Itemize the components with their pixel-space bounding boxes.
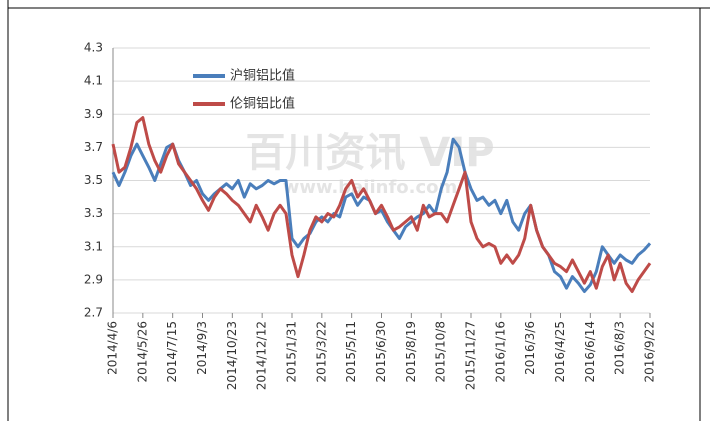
x-tick-label: 2014/10/23	[225, 321, 239, 390]
x-tick-label: 2015/10/8	[434, 321, 448, 383]
y-tick-label: 4.3	[84, 41, 103, 55]
y-tick-label: 2.9	[84, 272, 103, 286]
y-tick-label: 3.1	[84, 239, 103, 253]
x-tick-label: 2015/3/22	[314, 321, 328, 383]
y-tick-label: 3.7	[84, 140, 103, 154]
y-tick-label: 3.3	[84, 206, 103, 220]
x-tick-label: 2016/6/14	[583, 321, 597, 383]
x-tick-label: 2014/7/15	[165, 321, 179, 383]
series-line	[111, 137, 652, 293]
x-tick-label: 2014/4/6	[106, 321, 120, 375]
y-tick-label: 3.5	[84, 173, 103, 187]
x-tick-label: 2015/8/19	[404, 321, 418, 383]
x-tick-label: 2015/1/31	[285, 321, 299, 383]
y-tick-label: 3.9	[84, 107, 103, 121]
x-tick-label: 2016/8/3	[613, 321, 627, 375]
series-line	[111, 116, 652, 293]
y-tick-label: 2.7	[84, 306, 103, 320]
x-tick-label: 2014/9/3	[195, 321, 209, 375]
x-tick-label: 2014/12/12	[255, 321, 269, 390]
x-tick-label: 2016/4/25	[553, 321, 567, 383]
x-tick-label: 2015/11/27	[464, 321, 478, 390]
watermark-url: www.baiinfo.com	[283, 177, 458, 198]
x-tick-label: 2015/6/30	[374, 321, 388, 383]
watermark: 百川资讯 VIP	[245, 130, 494, 176]
x-tick-label: 2016/1/16	[493, 321, 507, 383]
legend-label: 沪铜铝比值	[230, 68, 295, 84]
x-tick-label: 2016/3/6	[523, 321, 537, 375]
x-tick-label: 2016/9/22	[643, 321, 657, 383]
x-tick-label: 2014/5/26	[135, 321, 149, 383]
x-tick-label: 2015/5/11	[344, 321, 358, 383]
legend-label: 伦铜铝比值	[230, 96, 295, 112]
y-tick-label: 4.1	[84, 74, 103, 88]
